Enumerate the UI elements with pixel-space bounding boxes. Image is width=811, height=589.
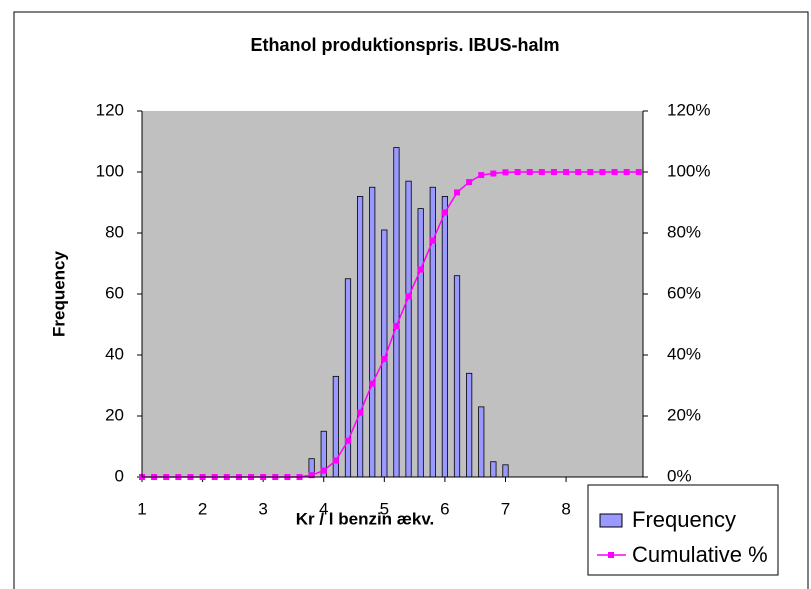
cumulative-marker — [454, 189, 461, 196]
bar — [369, 186, 376, 478]
axes — [141, 111, 644, 478]
y2-tick-label: 60% — [667, 283, 701, 302]
x-tick-label: 7 — [501, 499, 510, 518]
y-tick-label: 40 — [105, 344, 124, 363]
cumulative-marker — [441, 209, 448, 216]
cumulative-marker — [526, 169, 533, 175]
bar — [478, 406, 485, 478]
bar — [405, 180, 412, 478]
bar — [490, 461, 497, 478]
cumulative-marker — [635, 169, 642, 175]
x-tick-label: 1 — [137, 499, 146, 518]
cumulative-marker — [587, 169, 594, 175]
y-tick-label: 20 — [105, 405, 124, 424]
cumulative-marker — [514, 169, 521, 175]
y2-tick-label: 20% — [667, 405, 701, 424]
x-tick-label: 2 — [198, 499, 207, 518]
cumulative-marker — [575, 169, 582, 175]
x-tick-label: 3 — [258, 499, 267, 518]
y-tick-label: 0 — [115, 466, 124, 485]
y-axis-title: Frequency — [49, 250, 68, 337]
bar — [429, 186, 436, 478]
cumulative-marker — [478, 172, 485, 179]
x-tick-label: 6 — [440, 499, 449, 518]
y-tick-label: 60 — [105, 283, 124, 302]
y2-tick-label: 120% — [667, 100, 710, 119]
cumulative-marker — [599, 169, 606, 175]
cumulative-marker — [623, 169, 630, 175]
cumulative-marker — [381, 355, 388, 362]
bar — [417, 208, 424, 478]
y-tick-label: 100 — [96, 161, 124, 180]
legend-box — [587, 484, 779, 576]
cumulative-marker — [466, 179, 473, 186]
bar — [356, 195, 364, 478]
cumulative-marker — [490, 170, 497, 177]
cumulative-marker — [369, 380, 376, 387]
x-tick-label: 5 — [380, 499, 389, 518]
y2-tick-label: 40% — [667, 344, 701, 363]
bar — [466, 372, 473, 478]
legend-marker — [608, 552, 614, 558]
y2-tick-label: 80% — [667, 222, 701, 241]
cumulative-marker — [405, 293, 412, 300]
cumulative-marker — [320, 467, 327, 474]
bar — [393, 147, 400, 478]
x-axis-title: Kr / l benzin ækv. — [296, 509, 435, 528]
x-tick-label: 4 — [319, 499, 328, 518]
bar — [453, 275, 461, 478]
cumulative-marker — [417, 266, 424, 273]
cumulative-marker — [611, 169, 618, 175]
cumulative-marker — [550, 169, 557, 175]
cumulative-marker — [502, 169, 509, 176]
cumulative-marker — [357, 409, 364, 416]
cumulative-marker — [393, 323, 400, 330]
cumulative-marker — [344, 437, 351, 444]
chart-frame — [13, 11, 809, 589]
bar — [441, 195, 449, 478]
plot-area — [142, 111, 643, 477]
cumulative-marker — [429, 237, 436, 244]
cumulative-marker — [563, 169, 570, 175]
cumulative-marker — [538, 169, 545, 175]
bar — [344, 278, 352, 478]
legend-label: Cumulative % — [632, 542, 768, 567]
y-tick-label: 120 — [96, 100, 124, 119]
y-tick-label: 80 — [105, 222, 124, 241]
chart-title: Ethanol produktionspris. IBUS-halm — [250, 35, 559, 55]
cumulative-marker — [308, 472, 315, 479]
x-tick-label: 8 — [561, 499, 570, 518]
legend-swatch — [599, 513, 623, 528]
bar — [502, 464, 509, 478]
y2-tick-label: 100% — [667, 161, 710, 180]
y2-tick-label: 0% — [667, 466, 692, 485]
cumulative-marker — [332, 457, 339, 464]
legend-label: Frequency — [632, 507, 736, 532]
